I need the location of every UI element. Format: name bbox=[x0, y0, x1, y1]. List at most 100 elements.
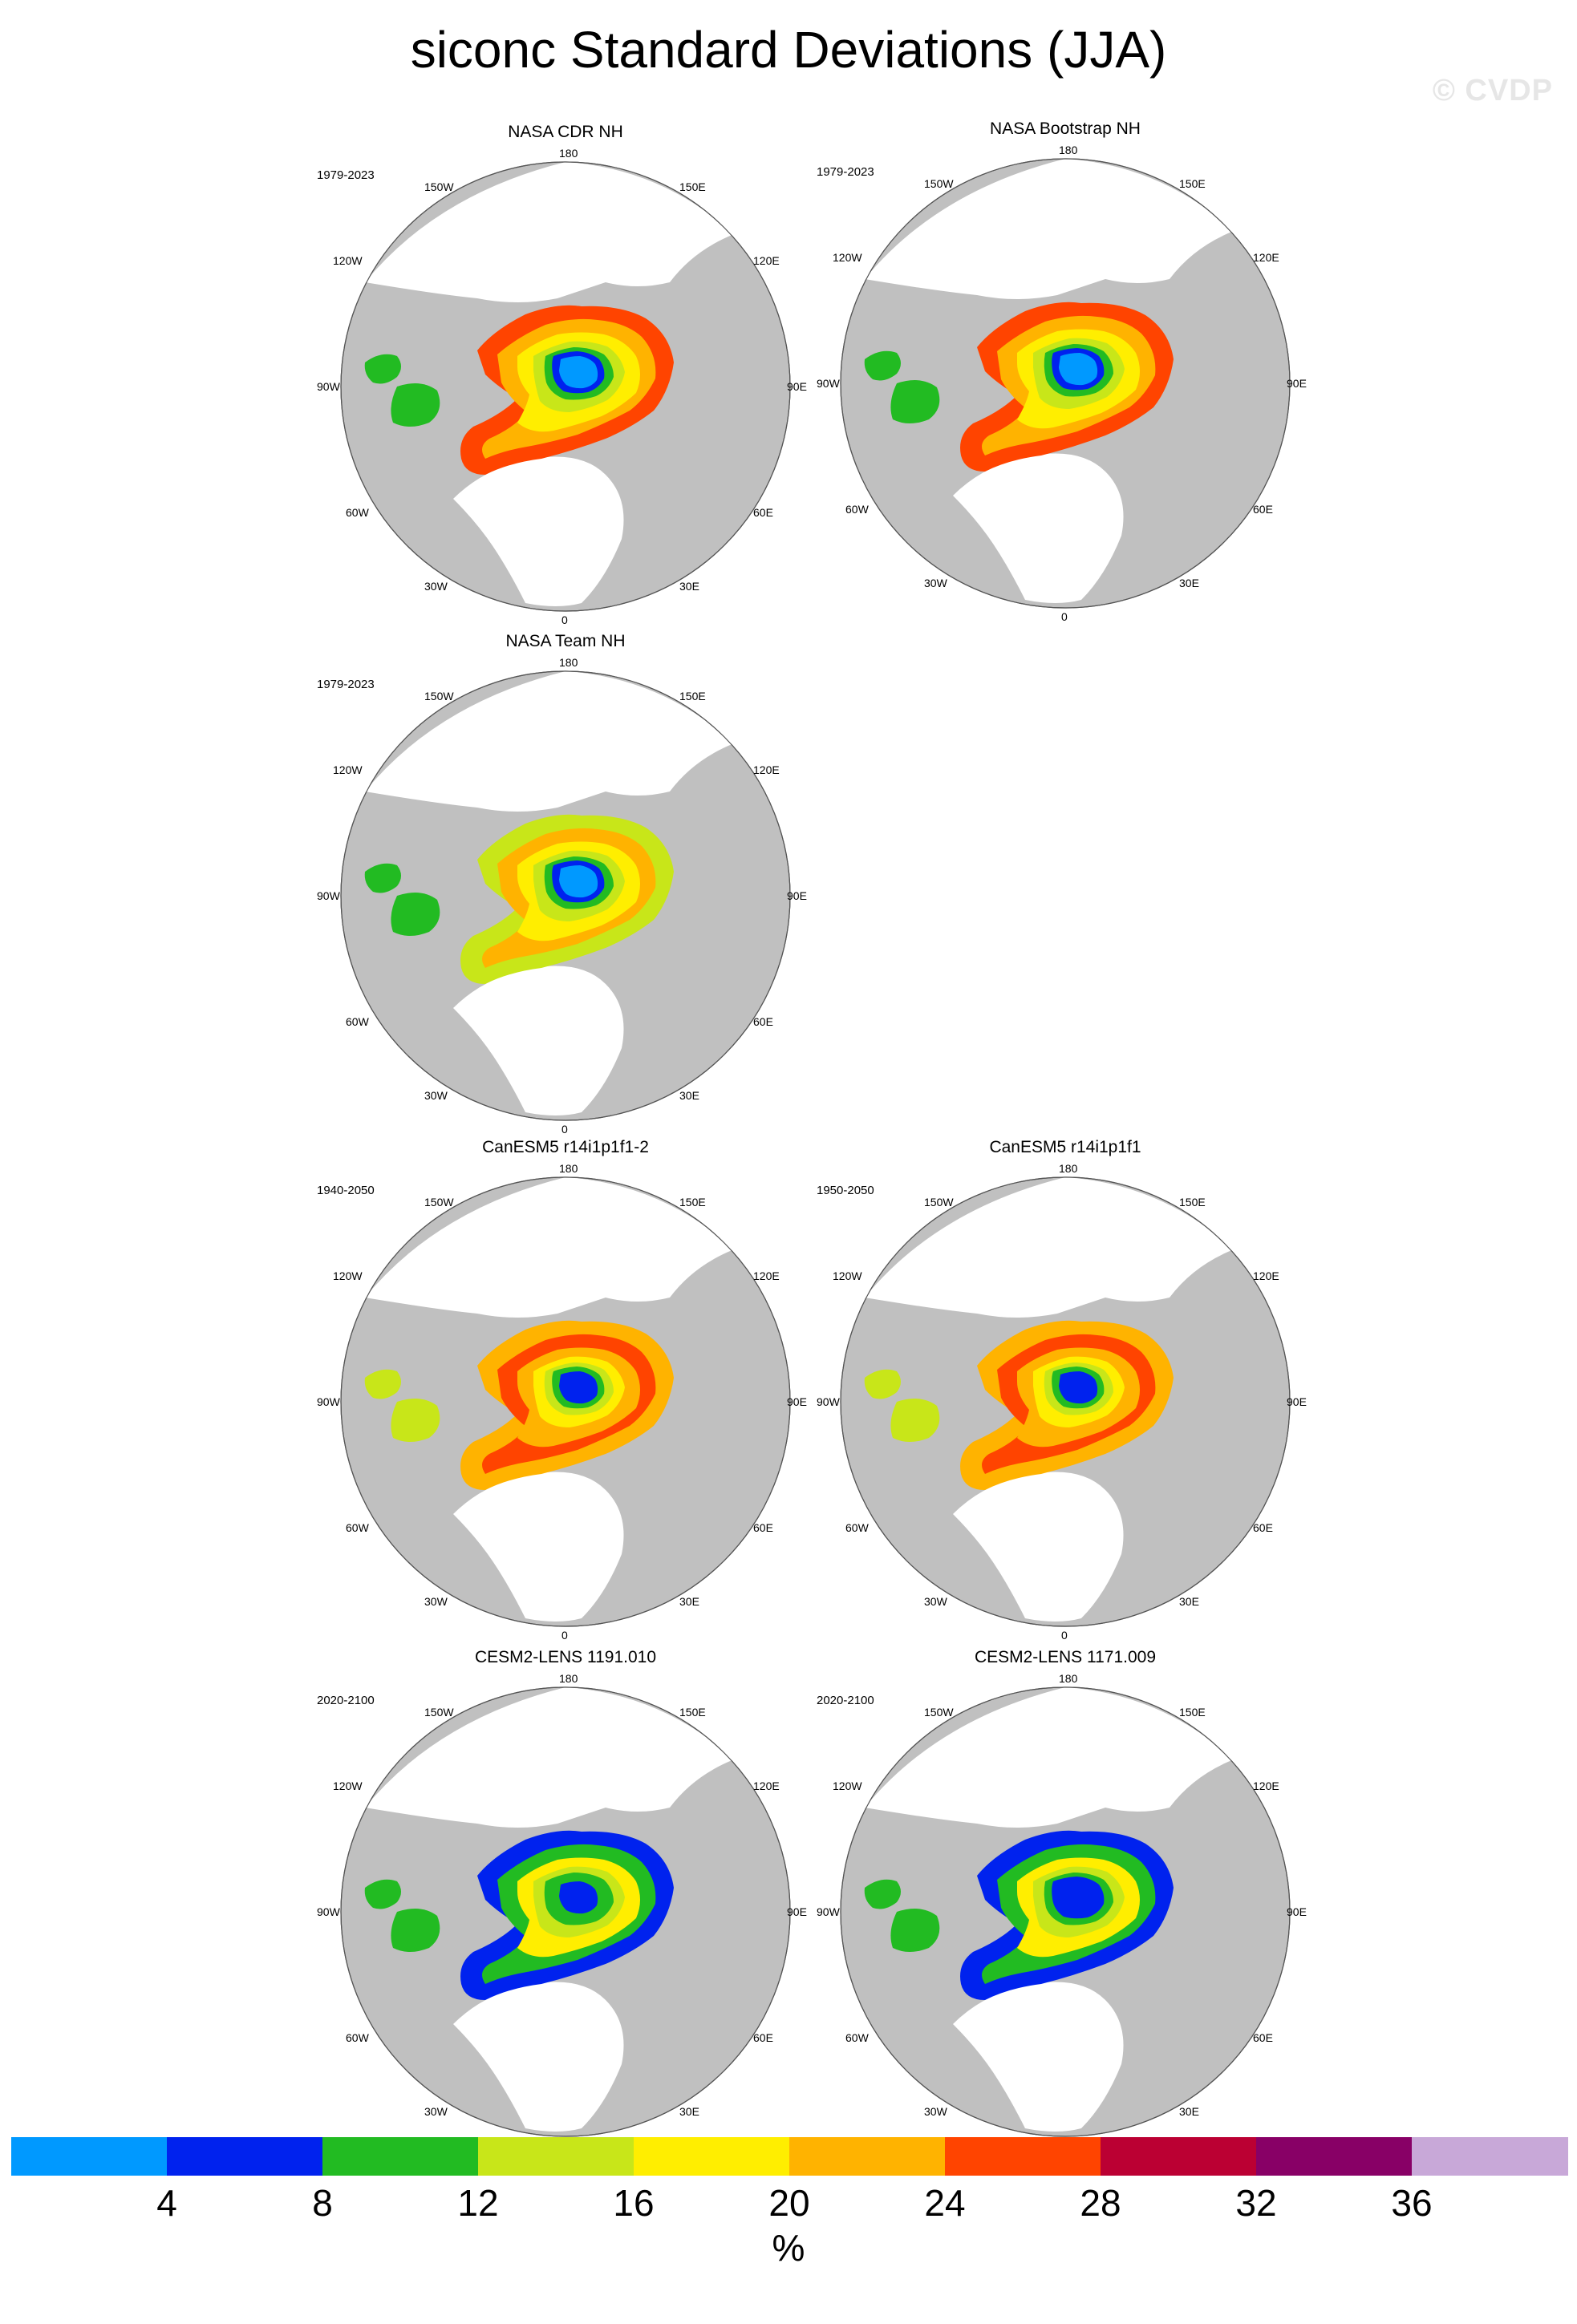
lon-label-90w: 90W bbox=[317, 380, 341, 393]
colorbar-segment bbox=[1256, 2137, 1413, 2176]
panel-years: 1979-2023 bbox=[817, 165, 874, 179]
lon-label-90e: 90E bbox=[787, 889, 807, 902]
lon-label-30e: 30E bbox=[679, 1595, 699, 1608]
atlantic-ocean bbox=[953, 1982, 1124, 2132]
lon-label-90e: 90E bbox=[787, 1905, 807, 1918]
panel-title: CESM2-LENS 1191.010 bbox=[474, 1648, 657, 1666]
map-rim bbox=[340, 161, 791, 612]
baffin-ice bbox=[391, 1909, 440, 1952]
lon-label-30w: 30W bbox=[924, 1595, 948, 1608]
hudson-ice bbox=[864, 350, 901, 381]
lon-label-120e: 120E bbox=[753, 1779, 780, 1792]
longitude-labels: 180 150E 120E 90E 60E 30E 0 30W 60W 90W … bbox=[817, 1672, 1307, 2152]
panel-years: 1950-2050 bbox=[817, 1184, 874, 1197]
colorbar-segment bbox=[789, 2137, 946, 2176]
longitude-labels: 180 150E 120E 90E 60E 30E 0 30W 60W 90W … bbox=[817, 144, 1307, 623]
polar-stereo-map: 180 150E 120E 90E 60E 30E 0 30W 60W 90W … bbox=[817, 144, 1307, 623]
colorbar-tick-label: 12 bbox=[457, 2182, 499, 2224]
baffin-ice bbox=[391, 383, 440, 427]
lon-label-120w: 120W bbox=[333, 1269, 363, 1282]
polar-stereo-map: 180 150E 120E 90E 60E 30E 0 30W 60W 90W … bbox=[317, 1672, 807, 2152]
baffin-ice bbox=[391, 1399, 440, 1442]
lon-label-120w: 120W bbox=[333, 254, 363, 267]
lon-label-150w: 150W bbox=[924, 177, 954, 190]
lon-label-90w: 90W bbox=[317, 889, 341, 902]
figure-title: siconc Standard Deviations (JJA) bbox=[410, 21, 1167, 79]
lon-label-30e: 30E bbox=[679, 580, 699, 593]
lon-label-150w: 150W bbox=[424, 1706, 454, 1719]
lon-label-180: 180 bbox=[559, 147, 578, 160]
colorbar-tick-label: 20 bbox=[768, 2182, 810, 2224]
hudson-ice bbox=[864, 1879, 901, 1909]
baffin-ice bbox=[890, 380, 940, 423]
lon-label-60e: 60E bbox=[753, 1015, 773, 1028]
lon-label-30w: 30W bbox=[424, 580, 448, 593]
map-panel: CanESM5 r14i1p1f1-2 1940-2050 180 150E bbox=[317, 1137, 814, 1650]
lon-label-60e: 60E bbox=[1253, 2031, 1273, 2044]
map-disc bbox=[340, 670, 791, 1121]
lon-label-30w: 30W bbox=[424, 2105, 448, 2118]
lon-label-30w: 30W bbox=[924, 2105, 948, 2118]
colorbar-segment bbox=[167, 2137, 323, 2176]
baffin-ice bbox=[890, 1399, 940, 1442]
lon-label-120e: 120E bbox=[1253, 1779, 1279, 1792]
lon-label-30e: 30E bbox=[679, 1089, 699, 1102]
map-panel: NASA CDR NH 1979-2023 180 150E 120E bbox=[317, 122, 814, 635]
lon-label-90e: 90E bbox=[787, 1395, 807, 1408]
panel-title: CESM2-LENS 1171.009 bbox=[974, 1648, 1157, 1666]
ice-core bbox=[559, 865, 598, 898]
map-panel: NASA Bootstrap NH 1979-2023 180 150E 1 bbox=[817, 119, 1314, 632]
lon-label-30e: 30E bbox=[1179, 1595, 1199, 1608]
lon-label-120e: 120E bbox=[753, 254, 780, 267]
colorbar-tick-label: 8 bbox=[312, 2182, 333, 2224]
map-rim bbox=[340, 670, 791, 1121]
ice-core bbox=[1059, 353, 1098, 386]
lon-label-0: 0 bbox=[1061, 610, 1068, 623]
ice-core bbox=[1059, 1881, 1098, 1914]
panel-title: NASA Team NH bbox=[505, 632, 626, 650]
lon-label-90e: 90E bbox=[787, 380, 807, 393]
lon-label-120e: 120E bbox=[1253, 251, 1279, 264]
panel-years: 1979-2023 bbox=[317, 678, 375, 691]
lon-label-60w: 60W bbox=[346, 2031, 370, 2044]
lon-label-90e: 90E bbox=[1287, 1905, 1307, 1918]
lon-label-150w: 150W bbox=[424, 180, 454, 193]
lon-label-90w: 90W bbox=[317, 1905, 341, 1918]
panel-years: 1979-2023 bbox=[317, 168, 375, 182]
lon-label-60e: 60E bbox=[753, 506, 773, 519]
polar-stereo-map: 180 150E 120E 90E 60E 30E 0 30W 60W 90W … bbox=[817, 1672, 1307, 2152]
lon-label-120w: 120W bbox=[833, 1779, 862, 1792]
lon-label-90w: 90W bbox=[817, 1395, 841, 1408]
longitude-labels: 180 150E 120E 90E 60E 30E 0 30W 60W 90W … bbox=[317, 1672, 807, 2152]
lon-label-90e: 90E bbox=[1287, 377, 1307, 390]
lon-label-60e: 60E bbox=[753, 1521, 773, 1534]
lon-label-90w: 90W bbox=[817, 377, 841, 390]
lon-label-60e: 60E bbox=[753, 2031, 773, 2044]
longitude-labels: 180 150E 120E 90E 60E 30E 0 30W 60W 90W … bbox=[317, 147, 807, 626]
panel-title: CanESM5 r14i1p1f1 bbox=[989, 1138, 1141, 1156]
lon-label-60w: 60W bbox=[845, 2031, 870, 2044]
atlantic-ocean bbox=[453, 966, 624, 1115]
panel-title: NASA CDR NH bbox=[508, 123, 623, 141]
panel-years: 2020-2100 bbox=[817, 1694, 874, 1707]
lon-label-120e: 120E bbox=[753, 763, 780, 776]
lon-label-0: 0 bbox=[1061, 1629, 1068, 1642]
lon-label-150e: 150E bbox=[679, 1706, 706, 1719]
polar-stereo-map: 180 150E 120E 90E 60E 30E 0 30W 60W 90W … bbox=[317, 656, 807, 1136]
atlantic-ocean bbox=[453, 1472, 624, 1622]
map-disc bbox=[340, 1176, 791, 1627]
longitude-labels: 180 150E 120E 90E 60E 30E 0 30W 60W 90W … bbox=[317, 1162, 807, 1642]
lon-label-120w: 120W bbox=[333, 1779, 363, 1792]
lon-label-60e: 60E bbox=[1253, 1521, 1273, 1534]
colorbar-segment bbox=[1101, 2137, 1257, 2176]
atlantic-ocean bbox=[953, 453, 1124, 603]
lon-label-0: 0 bbox=[561, 1123, 568, 1136]
lon-label-30e: 30E bbox=[1179, 2105, 1199, 2118]
lon-label-30e: 30E bbox=[679, 2105, 699, 2118]
atlantic-ocean bbox=[453, 456, 624, 606]
hudson-ice bbox=[364, 1879, 401, 1909]
map-rim bbox=[340, 1176, 791, 1627]
map-panel: NASA Team NH 1979-2023 180 150E 120E bbox=[317, 631, 814, 1144]
map-disc bbox=[840, 1176, 1291, 1627]
lon-label-30w: 30W bbox=[424, 1089, 448, 1102]
